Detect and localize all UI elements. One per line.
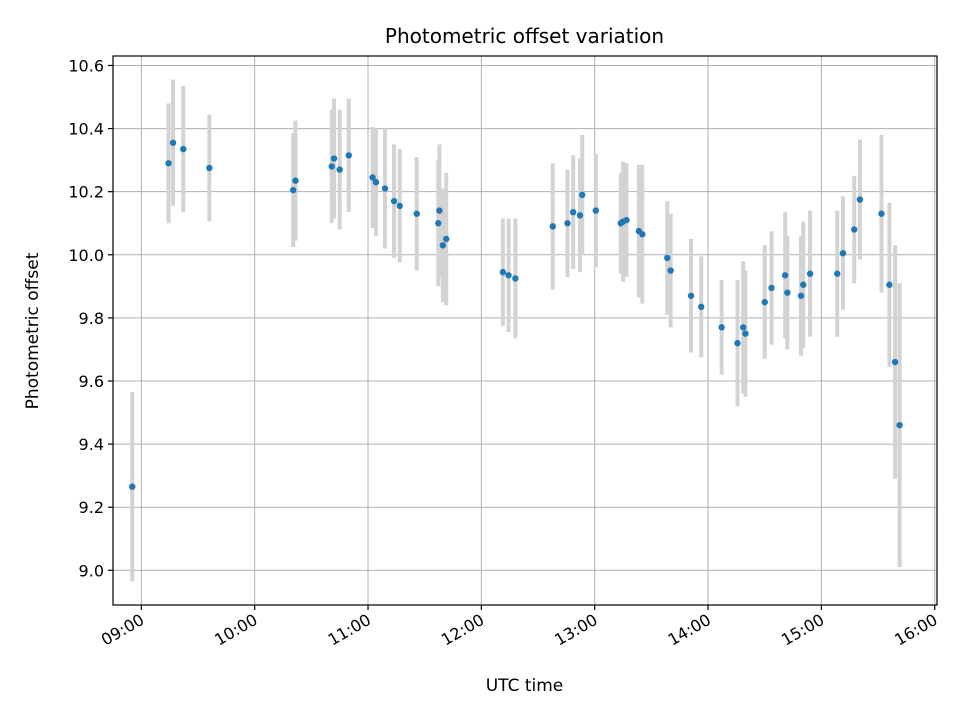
x-tick-label: 09:00 [98,610,147,650]
data-point [734,339,741,347]
data-point [579,191,586,199]
y-axis-label: Photometric offset [23,252,43,409]
chart-title: Photometric offset variation [385,24,664,48]
data-point [564,220,571,227]
data-point [592,207,600,214]
y-tick-label: 10.2 [68,183,104,202]
data-point [443,235,450,243]
y-tick-label: 9.6 [79,372,104,391]
data-point [328,163,335,170]
data-point [292,177,299,184]
data-point [372,179,380,186]
data-point [576,212,584,219]
data-point [436,207,443,214]
data-point [886,281,893,288]
y-tick-label: 10.4 [68,120,104,139]
data-point [512,275,519,282]
data-point [878,210,885,217]
y-tick-label: 10.0 [68,246,104,265]
data-point [549,223,556,230]
data-points [129,139,903,490]
data-point [761,298,768,306]
data-point [839,249,847,257]
data-point [664,254,671,262]
data-point [505,272,512,279]
data-point [396,202,403,210]
x-axis-label: UTC time [486,676,564,696]
data-point [623,216,630,224]
data-point [330,155,338,162]
grid-lines [113,56,937,605]
data-point [687,292,695,299]
x-tick-label: 15:00 [778,610,827,650]
x-tick-label: 13:00 [551,610,600,650]
y-tick-label: 9.0 [79,561,104,580]
y-tick-label: 9.4 [79,435,104,454]
data-point [781,272,789,279]
data-point [896,421,903,429]
data-point [345,152,352,159]
data-point [381,185,389,192]
y-axis-ticks: 9.0 9.2 9.4 9.6 9.8 10.0 10.2 10.4 10.6 [68,56,113,580]
data-point [768,284,775,292]
data-point [806,270,814,277]
x-tick-label: 14:00 [665,610,714,650]
y-tick-label: 10.6 [68,56,104,75]
data-point [800,281,807,288]
data-point [413,210,420,217]
data-point [499,268,507,276]
data-point [569,208,577,216]
y-tick-label: 9.8 [79,309,104,328]
data-point [369,174,376,181]
data-point [718,324,725,331]
error-bars [130,79,902,582]
data-point [390,197,398,205]
data-point [129,483,136,490]
data-point [336,166,343,173]
data-point [639,231,646,238]
x-tick-label: 11:00 [325,610,374,650]
x-tick-label: 10:00 [211,610,260,650]
data-point [742,330,749,337]
data-point [165,160,172,167]
data-point [739,324,747,331]
y-tick-label: 9.2 [79,498,104,517]
data-point [891,358,899,366]
data-point [290,186,297,194]
data-point [698,303,705,311]
x-axis-ticks: 09:00 10:00 11:00 12:00 13:00 14:00 15:00 16:00 [98,605,941,650]
data-point [834,270,841,277]
data-point [435,220,442,227]
data-point [667,267,674,274]
data-point [206,164,213,172]
data-point [797,292,805,299]
data-point [169,139,177,146]
data-point [856,196,864,203]
data-point [784,289,791,296]
x-tick-label: 12:00 [438,610,487,650]
data-point [180,145,187,153]
data-point [851,226,858,233]
plot-frame [112,55,938,606]
x-tick-label: 16:00 [891,610,940,650]
data-point [439,242,447,249]
